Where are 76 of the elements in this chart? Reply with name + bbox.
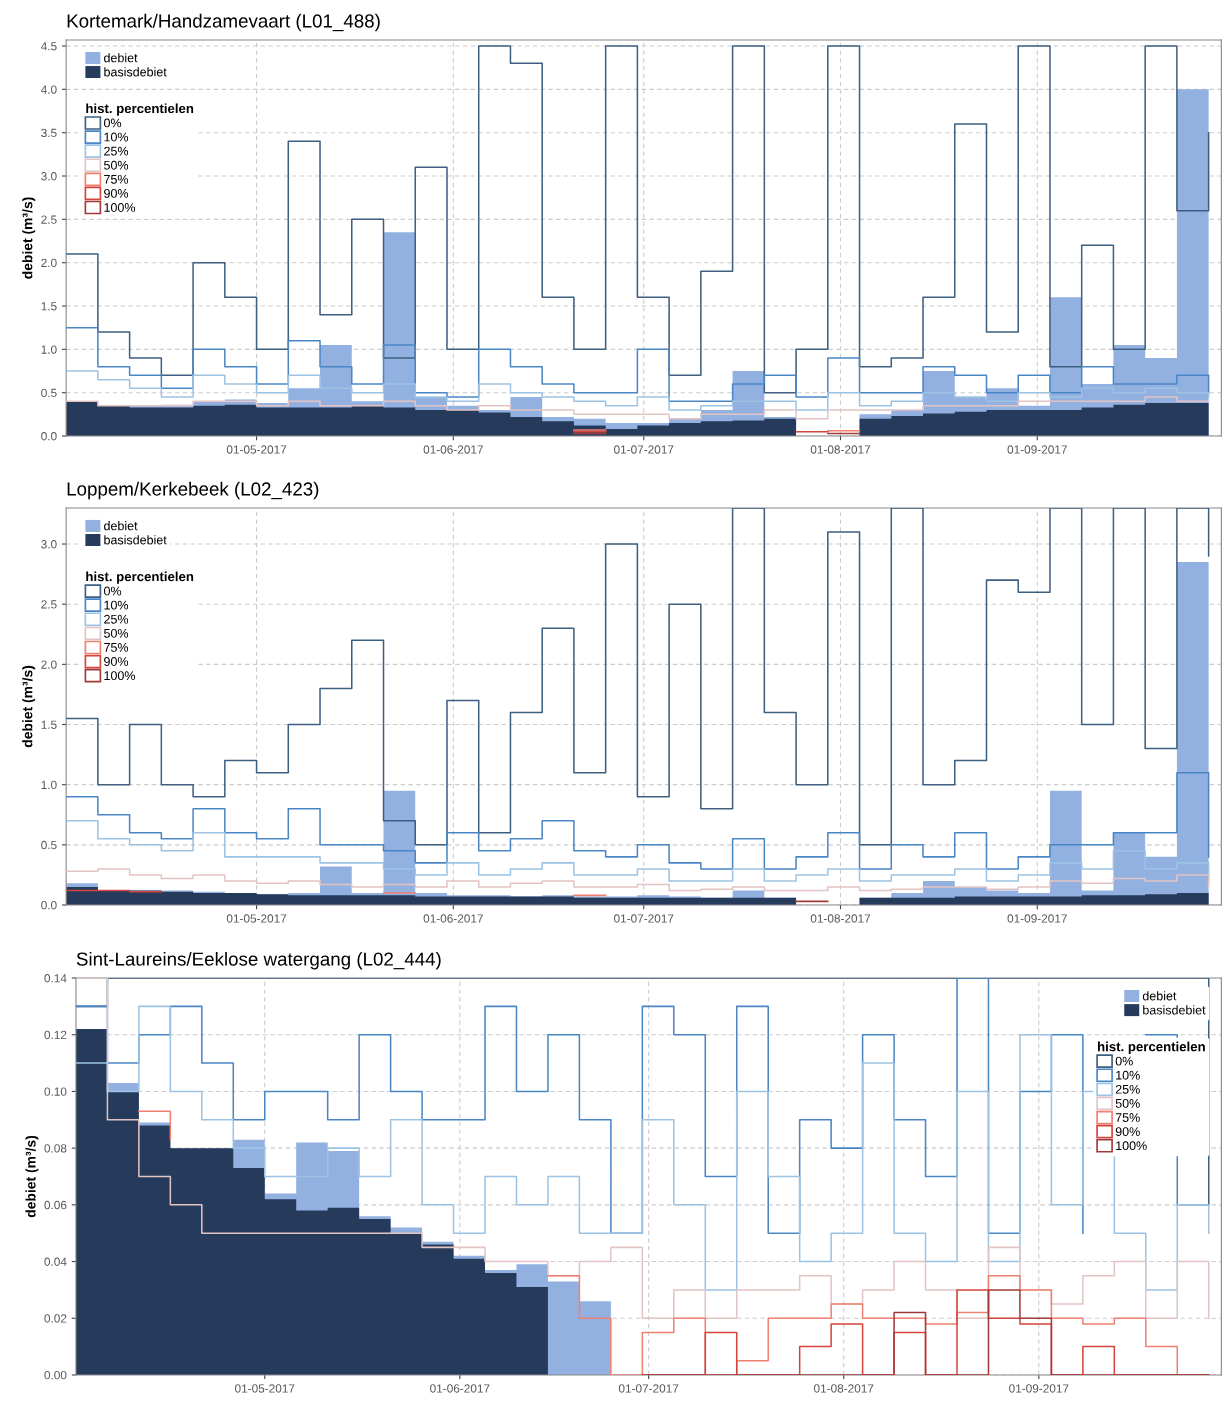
legend-title: hist. percentielen <box>86 571 194 584</box>
y-tick-label: 0.02 <box>44 1314 67 1323</box>
y-tick-label: 0.5 <box>41 840 57 850</box>
legend-label: 0% <box>1115 1056 1133 1066</box>
legend-title: hist. percentielen <box>1098 1041 1205 1054</box>
x-tick-label: 01-09-2017 <box>1007 914 1067 923</box>
x-tick-label: 01-06-2017 <box>423 445 483 454</box>
x-tick-label: 01-06-2017 <box>430 1384 490 1393</box>
y-tick-label: 3.0 <box>41 540 57 549</box>
y-tick-label: 3.0 <box>41 172 57 181</box>
legend-label: 100% <box>104 203 136 212</box>
legend-label: basisdebiet <box>1143 1005 1206 1015</box>
legend-label: 90% <box>1115 1127 1140 1137</box>
chart-title: Kortemark/Handzamevaart (L01_488) <box>67 13 380 32</box>
chart-title: Loppem/Kerkebeek (L02_423) <box>67 481 319 500</box>
x-tick-label: 01-05-2017 <box>226 914 287 923</box>
x-tick-label: 01-08-2017 <box>810 445 871 454</box>
y-tick-label: 1.0 <box>41 780 57 790</box>
y-tick-label: 0.10 <box>44 1087 67 1096</box>
y-tick-label: 0.14 <box>44 974 67 983</box>
legend-label: 25% <box>104 614 129 624</box>
x-tick-label: 01-05-2017 <box>235 1384 295 1393</box>
y-tick-label: 0.04 <box>44 1257 67 1266</box>
y-tick-label: 0.08 <box>44 1144 67 1153</box>
x-tick-label: 01-08-2017 <box>810 914 871 923</box>
y-tick-label: 1.5 <box>41 302 57 311</box>
legend-label: 50% <box>104 160 129 170</box>
y-tick-label: 2.5 <box>41 600 57 609</box>
legend-label: 90% <box>104 657 129 666</box>
y-tick-label: 3.5 <box>41 128 57 138</box>
legend-label: 100% <box>104 671 136 681</box>
y-tick-label: 2.5 <box>41 215 57 224</box>
legend-label: basisdebiet <box>104 67 167 77</box>
legend-label: 0% <box>104 586 122 596</box>
y-tick-label: 2.0 <box>41 258 57 268</box>
y-tick-label: 1.5 <box>41 720 57 729</box>
x-tick-label: 01-08-2017 <box>814 1384 874 1393</box>
legend-label: 75% <box>104 643 129 652</box>
y-tick-label: 4.0 <box>40 85 57 94</box>
y-tick-label: 0.0 <box>41 901 57 910</box>
chart-title: Sint-Laureins/Eeklose watergang (L02_444) <box>76 951 441 970</box>
x-tick-label: 01-07-2017 <box>614 914 674 923</box>
y-tick-label: 1.0 <box>41 345 57 354</box>
legend-label: 25% <box>1115 1084 1140 1094</box>
legend-label: 50% <box>1115 1098 1140 1108</box>
legend-label: 75% <box>104 174 129 184</box>
legend-label: debiet <box>104 53 138 63</box>
y-tick-label: 4.5 <box>40 42 57 51</box>
x-tick-label: 01-07-2017 <box>618 1384 679 1393</box>
y-tick-label: 0.0 <box>41 432 57 441</box>
legend-label: 10% <box>1116 1070 1140 1080</box>
y-tick-label: 0.5 <box>41 388 57 398</box>
legend-label: 25% <box>104 146 129 156</box>
y-tick-label: 0.00 <box>44 1370 67 1380</box>
legend-label: 50% <box>104 628 129 638</box>
legend-title: hist. percentielen <box>86 103 194 116</box>
legend-label: 10% <box>104 132 129 142</box>
legend-label: 10% <box>104 600 129 610</box>
legend-label: 75% <box>1115 1113 1140 1122</box>
legend-label: 100% <box>1116 1141 1147 1151</box>
y-tick-label: 2.0 <box>41 660 57 669</box>
y-axis-title: debiet (m³/s) <box>22 197 36 279</box>
legend-label: 90% <box>104 188 129 198</box>
x-tick-label: 01-05-2017 <box>226 445 287 454</box>
legend-label: debiet <box>104 521 138 531</box>
y-axis-title: debiet (m³/s) <box>25 1135 39 1218</box>
y-tick-label: 0.12 <box>44 1030 67 1040</box>
x-tick-label: 01-06-2017 <box>423 914 483 923</box>
legend-label: basisdebiet <box>104 535 167 545</box>
legend-label: debiet <box>1142 991 1177 1001</box>
x-tick-label: 01-07-2017 <box>614 445 674 454</box>
x-tick-label: 01-09-2017 <box>1009 1384 1069 1393</box>
x-tick-label: 01-09-2017 <box>1007 445 1067 454</box>
y-tick-label: 0.06 <box>44 1200 67 1210</box>
legend-label: 0% <box>104 118 122 128</box>
y-axis-title: debiet (m³/s) <box>22 665 36 748</box>
